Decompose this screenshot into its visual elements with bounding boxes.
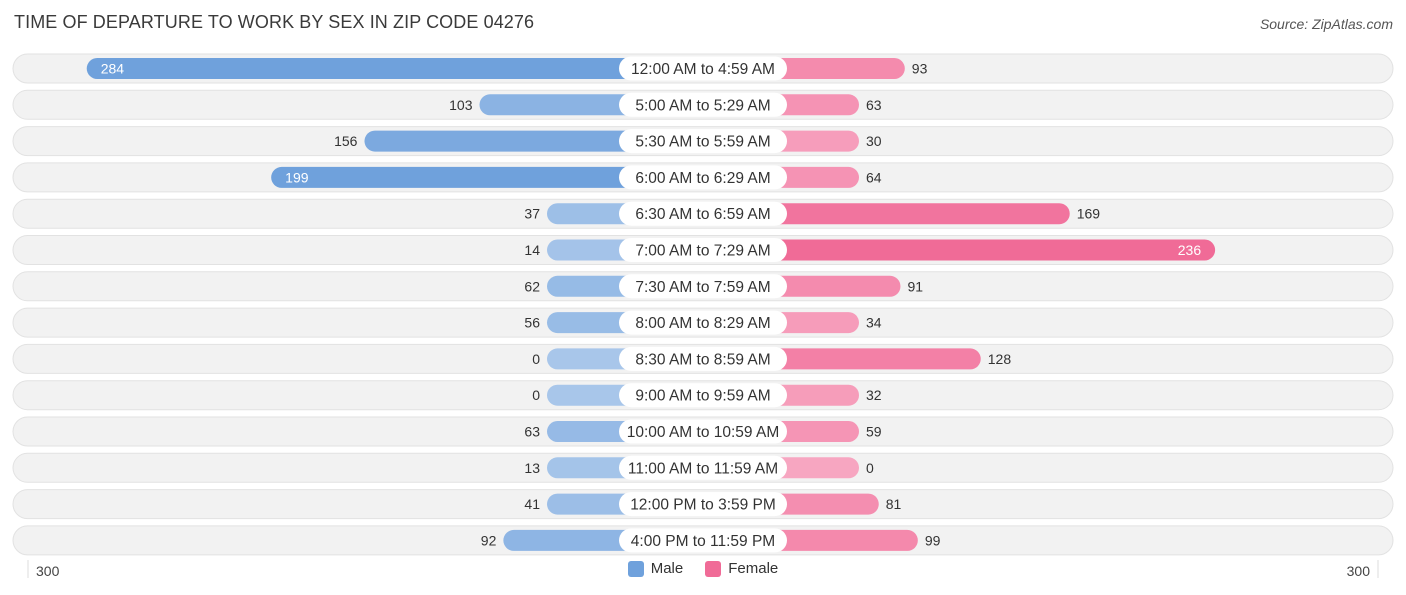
category-label: 7:30 AM to 7:59 AM: [635, 279, 770, 296]
axis-right-label: 300: [1346, 563, 1370, 579]
category-label-bg: [619, 383, 787, 408]
category-label: 7:00 AM to 7:29 AM: [635, 243, 770, 260]
value-label-female: 169: [1077, 206, 1101, 222]
category-label-bg: [619, 310, 787, 335]
bar-female: [693, 239, 1216, 261]
category-label-bg: [619, 455, 787, 480]
value-label-female: 81: [886, 496, 902, 512]
value-label-female: 64: [866, 169, 882, 185]
value-label-male: 13: [524, 460, 540, 476]
category-label: 11:00 AM to 11:59 AM: [628, 460, 778, 477]
legend-item-female[interactable]: Female: [705, 560, 778, 577]
axis-left-label: 300: [36, 563, 60, 579]
value-label-male: 14: [524, 242, 540, 258]
value-label-male: 56: [524, 315, 540, 331]
bar-male: [86, 58, 714, 79]
value-label-male: 62: [524, 278, 540, 294]
category-label-bg: [619, 274, 787, 299]
category-label: 5:00 AM to 5:29 AM: [635, 97, 770, 114]
legend-label-female: Female: [728, 560, 779, 577]
chart-title: TIME OF DEPARTURE TO WORK BY SEX IN ZIP …: [14, 12, 535, 32]
category-label-bg: [619, 201, 787, 226]
value-label-female: 30: [866, 133, 882, 149]
value-label-male: 0: [532, 387, 540, 403]
value-label-female: 91: [907, 278, 923, 294]
value-label-male: 284: [101, 61, 125, 77]
legend-swatch-female: [705, 560, 722, 577]
legend-item-male[interactable]: Male: [627, 560, 684, 577]
value-label-male: 63: [524, 424, 540, 440]
value-label-female: 63: [866, 97, 882, 113]
value-label-female: 0: [866, 460, 874, 476]
category-label-bg: [619, 165, 787, 190]
category-label: 6:00 AM to 6:29 AM: [635, 170, 770, 187]
value-label-male: 41: [524, 496, 540, 512]
value-label-female: 34: [866, 315, 882, 331]
value-label-male: 103: [449, 97, 473, 113]
category-label: 6:30 AM to 6:59 AM: [635, 206, 770, 223]
legend: Male Female: [0, 560, 1406, 577]
value-label-male: 156: [334, 133, 358, 149]
value-label-male: 0: [532, 351, 540, 367]
category-label: 5:30 AM to 5:59 AM: [635, 134, 770, 151]
legend-label-male: Male: [650, 560, 684, 577]
bar-male: [271, 166, 713, 188]
category-label-bg: [619, 528, 787, 553]
category-label: 8:00 AM to 8:29 AM: [635, 315, 770, 332]
category-label: 12:00 AM to 4:59 AM: [631, 61, 775, 78]
value-label-female: 236: [1178, 242, 1202, 258]
value-label-female: 93: [912, 61, 928, 77]
category-label-bg: [619, 492, 787, 517]
value-label-male: 37: [524, 206, 540, 222]
value-label-male: 199: [285, 169, 309, 185]
value-label-female: 128: [988, 351, 1012, 367]
category-label: 10:00 AM to 10:59 AM: [627, 424, 780, 441]
legend-swatch-male: [627, 560, 644, 577]
category-label-bg: [619, 129, 787, 154]
value-label-female: 59: [866, 424, 882, 440]
source-label: Source: ZipAtlas.com: [1259, 16, 1393, 32]
category-label: 12:00 PM to 3:59 PM: [630, 497, 776, 514]
value-label-female: 32: [866, 387, 882, 403]
category-label: 9:00 AM to 9:59 AM: [635, 388, 770, 405]
category-label-bg: [619, 346, 787, 371]
value-label-female: 99: [925, 532, 941, 548]
bar-female: [693, 203, 1070, 225]
value-label-male: 92: [481, 532, 497, 548]
category-label-bg: [619, 419, 787, 444]
category-label: 4:00 PM to 11:59 PM: [631, 533, 775, 550]
category-label-bg: [619, 238, 787, 262]
category-label-bg: [619, 56, 787, 81]
category-label: 8:30 AM to 8:59 AM: [635, 351, 770, 368]
category-label-bg: [619, 92, 787, 117]
